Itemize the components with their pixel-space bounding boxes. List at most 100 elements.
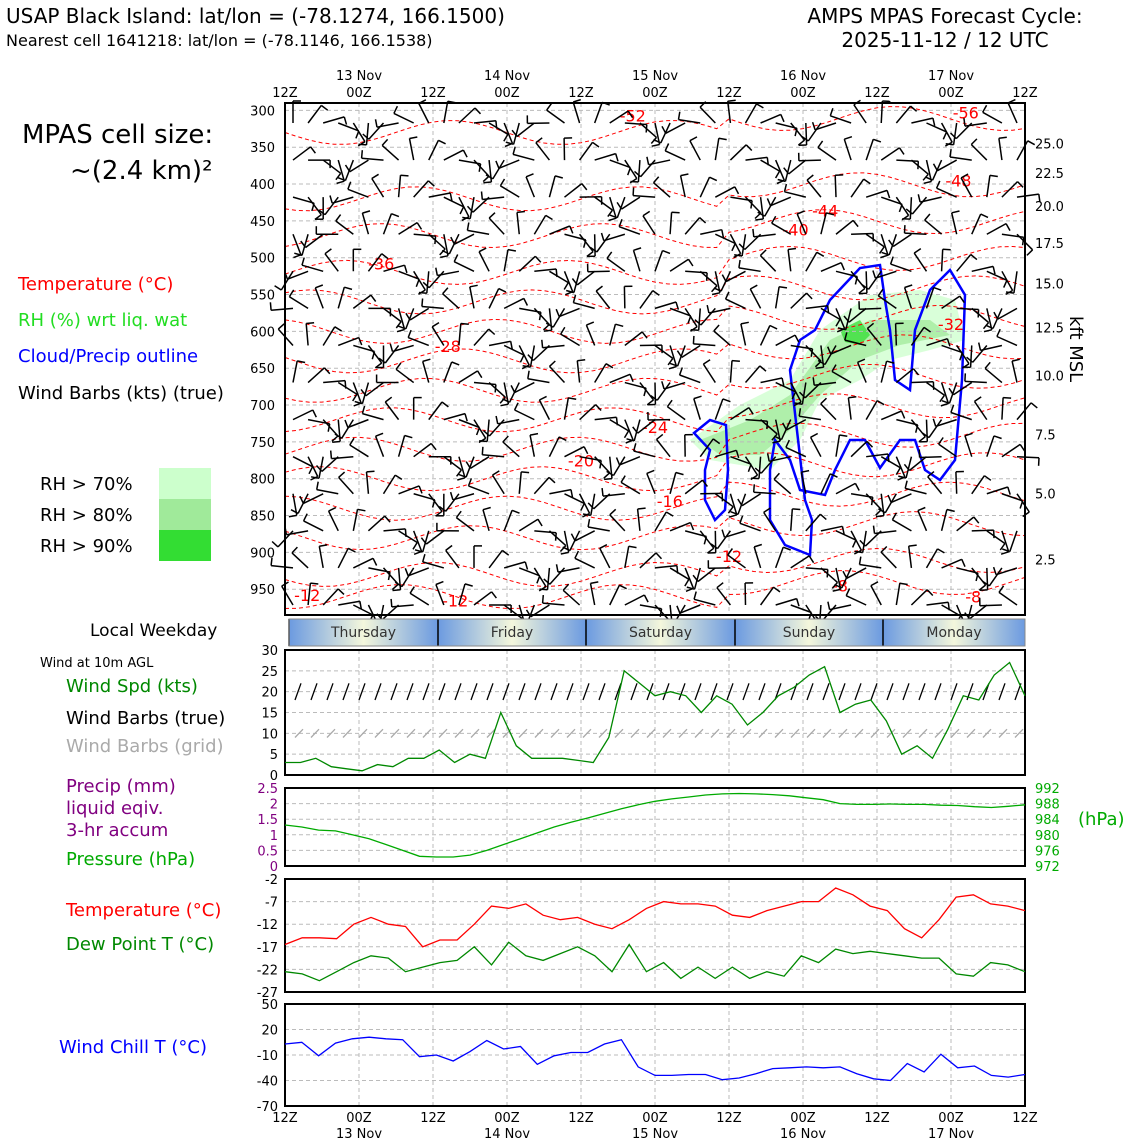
wind-barb bbox=[639, 382, 655, 401]
pressure-tick-label: 800 bbox=[250, 473, 275, 488]
wind-barb-flag bbox=[527, 354, 534, 362]
wind-barb bbox=[606, 257, 626, 272]
wind-barb bbox=[398, 530, 418, 544]
wind-barb bbox=[788, 159, 807, 175]
wind-barb-flag bbox=[797, 139, 806, 146]
wind-barb-flag bbox=[438, 139, 446, 145]
wind-barb bbox=[926, 601, 949, 606]
wind-barb bbox=[689, 140, 701, 161]
pressure-tick-label: 450 bbox=[250, 215, 275, 230]
wind-barb bbox=[640, 159, 656, 178]
wind-barb-flag bbox=[887, 494, 892, 503]
wind-barb-flag bbox=[794, 334, 800, 343]
wind-barb bbox=[573, 301, 595, 310]
wind-barb bbox=[371, 178, 385, 198]
wind-barb bbox=[969, 345, 973, 368]
wind-barb-flag bbox=[516, 210, 525, 214]
wind-barb bbox=[831, 370, 852, 384]
wind-barb-flag bbox=[469, 284, 478, 288]
wind-barb bbox=[353, 344, 375, 353]
wind-barb-flag bbox=[403, 264, 408, 274]
wind-barb bbox=[820, 262, 842, 272]
wind-barb-flag bbox=[870, 581, 879, 587]
wind-barb-flag bbox=[394, 474, 403, 481]
wind-barb bbox=[286, 530, 309, 536]
wind-barb bbox=[1016, 193, 1039, 198]
wind-barb-flag bbox=[460, 322, 469, 325]
wind-barb-flag bbox=[854, 550, 863, 554]
wind-barb bbox=[866, 327, 882, 346]
wind-barb bbox=[784, 191, 807, 198]
bottom-date-label: 16 Nov bbox=[780, 1127, 826, 1140]
top-time-tick: 00Z bbox=[642, 86, 668, 101]
wind-barb-flag bbox=[306, 322, 315, 325]
wind-barb-flag bbox=[537, 518, 543, 527]
wind-barb-flag bbox=[334, 326, 342, 332]
bottom-date-label: 17 Nov bbox=[928, 1127, 974, 1140]
wind-barb-flag bbox=[774, 170, 781, 179]
wind-barb bbox=[381, 604, 400, 621]
wind-barb bbox=[744, 103, 758, 124]
wind-barb bbox=[488, 340, 511, 347]
wind-barb-flag bbox=[806, 174, 814, 181]
wind-barb bbox=[666, 406, 686, 421]
wind-barb-flag bbox=[535, 137, 543, 144]
wind-barb bbox=[564, 493, 585, 505]
wind-barb bbox=[986, 567, 989, 590]
wind-barb bbox=[503, 382, 510, 405]
wind-barb-flag bbox=[982, 104, 988, 113]
wind-barb-flag bbox=[581, 183, 588, 191]
wind-barb bbox=[518, 255, 536, 272]
wind-barb-flag bbox=[801, 135, 809, 142]
wind-barb-flag bbox=[495, 160, 500, 169]
wind-barb-flag bbox=[755, 218, 764, 221]
wind-barb bbox=[925, 548, 939, 569]
bottom-time-tick: 12Z bbox=[420, 1111, 446, 1126]
wind-barb bbox=[422, 561, 445, 569]
wind-barb bbox=[956, 254, 972, 272]
wind-barb-flag bbox=[801, 469, 810, 473]
legend-precip-1: Precip (mm) bbox=[66, 776, 176, 797]
wind-barb-flag bbox=[499, 178, 506, 187]
wind-barb bbox=[594, 196, 613, 211]
weekday-label: Friday bbox=[491, 625, 533, 641]
wind-barb bbox=[905, 487, 927, 495]
top-time-tick: 12Z bbox=[716, 86, 742, 101]
surface-wind-barb bbox=[470, 683, 478, 701]
wind-barb-flag bbox=[630, 180, 639, 183]
pressure-tick-label: 950 bbox=[250, 583, 275, 598]
wind-barb-flag bbox=[577, 359, 586, 362]
surface-wind-barb bbox=[486, 683, 494, 701]
wind-barb-flag bbox=[483, 181, 492, 184]
wind-barb bbox=[830, 344, 852, 355]
wind-barb bbox=[911, 196, 928, 215]
wind-barb bbox=[395, 368, 415, 384]
wind-barb bbox=[663, 381, 686, 390]
pressure-tick-label: 700 bbox=[250, 399, 275, 414]
wind-barb bbox=[956, 516, 975, 532]
wind-barb bbox=[875, 270, 897, 279]
wind-barb-flag bbox=[362, 133, 370, 140]
wind-barb-flag bbox=[412, 542, 418, 550]
pressure-tick-label: 984 bbox=[1035, 813, 1060, 828]
wind-barb-flag bbox=[302, 513, 308, 522]
wind-barb bbox=[452, 493, 475, 501]
surface-grid-barb bbox=[806, 728, 816, 738]
wind-barb-flag bbox=[1011, 358, 1020, 362]
surface-wind-barb bbox=[886, 683, 894, 701]
wind-barb-flag bbox=[352, 393, 358, 402]
wind-barb-flag bbox=[442, 287, 449, 295]
wind-barb bbox=[699, 176, 711, 198]
wind-barb bbox=[835, 482, 856, 495]
wind-barb bbox=[824, 345, 837, 365]
wind-barb-flag bbox=[854, 483, 860, 491]
surface-wind-barb bbox=[598, 683, 606, 701]
wind-barb-flag bbox=[439, 248, 446, 256]
wind-barb bbox=[763, 511, 777, 532]
kft-tick-label: 17.5 bbox=[1035, 237, 1064, 252]
wind-barb bbox=[880, 361, 888, 383]
wind-barb bbox=[542, 344, 565, 349]
wind-barb bbox=[941, 295, 961, 310]
wind-barb-flag bbox=[606, 251, 613, 259]
wind-barb bbox=[769, 455, 791, 463]
